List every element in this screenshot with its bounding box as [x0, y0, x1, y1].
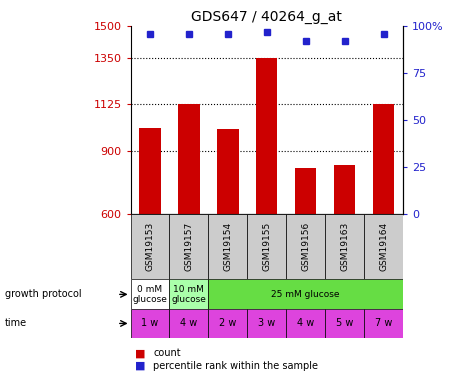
Text: 7 w: 7 w	[375, 318, 392, 328]
Text: GSM19163: GSM19163	[340, 222, 349, 271]
Text: growth protocol: growth protocol	[5, 290, 81, 299]
Bar	[217, 129, 239, 214]
Bar	[256, 57, 278, 214]
Text: count: count	[153, 348, 181, 358]
Text: GSM19156: GSM19156	[301, 222, 310, 271]
FancyBboxPatch shape	[208, 214, 247, 279]
Text: 25 mM glucose: 25 mM glucose	[272, 290, 340, 299]
FancyBboxPatch shape	[325, 214, 364, 279]
Text: GSM19154: GSM19154	[224, 222, 232, 271]
Bar	[334, 165, 355, 214]
FancyBboxPatch shape	[169, 214, 208, 279]
Text: ■: ■	[135, 361, 146, 370]
FancyBboxPatch shape	[208, 309, 247, 338]
Bar	[373, 104, 394, 214]
Text: 4 w: 4 w	[297, 318, 314, 328]
Title: GDS647 / 40264_g_at: GDS647 / 40264_g_at	[191, 10, 342, 24]
Text: time: time	[5, 318, 27, 328]
Bar	[295, 168, 316, 214]
FancyBboxPatch shape	[325, 309, 364, 338]
Bar	[178, 104, 200, 214]
Bar	[139, 128, 161, 214]
Text: 10 mM
glucose: 10 mM glucose	[171, 285, 207, 304]
Text: 1 w: 1 w	[142, 318, 158, 328]
FancyBboxPatch shape	[208, 279, 403, 309]
Text: GSM19157: GSM19157	[185, 222, 193, 271]
Text: 5 w: 5 w	[336, 318, 353, 328]
FancyBboxPatch shape	[364, 309, 403, 338]
FancyBboxPatch shape	[131, 214, 169, 279]
FancyBboxPatch shape	[364, 214, 403, 279]
Text: 0 mM
glucose: 0 mM glucose	[132, 285, 168, 304]
Text: percentile rank within the sample: percentile rank within the sample	[153, 361, 318, 370]
Text: GSM19153: GSM19153	[146, 222, 154, 271]
FancyBboxPatch shape	[169, 279, 208, 309]
FancyBboxPatch shape	[169, 309, 208, 338]
Text: 4 w: 4 w	[180, 318, 197, 328]
FancyBboxPatch shape	[131, 279, 169, 309]
FancyBboxPatch shape	[286, 309, 325, 338]
FancyBboxPatch shape	[286, 214, 325, 279]
Text: ■: ■	[135, 348, 146, 358]
FancyBboxPatch shape	[247, 309, 286, 338]
Text: 2 w: 2 w	[219, 318, 236, 328]
FancyBboxPatch shape	[247, 214, 286, 279]
FancyBboxPatch shape	[131, 309, 169, 338]
Text: 3 w: 3 w	[258, 318, 275, 328]
Text: GSM19155: GSM19155	[262, 222, 271, 271]
Text: GSM19164: GSM19164	[379, 222, 388, 271]
